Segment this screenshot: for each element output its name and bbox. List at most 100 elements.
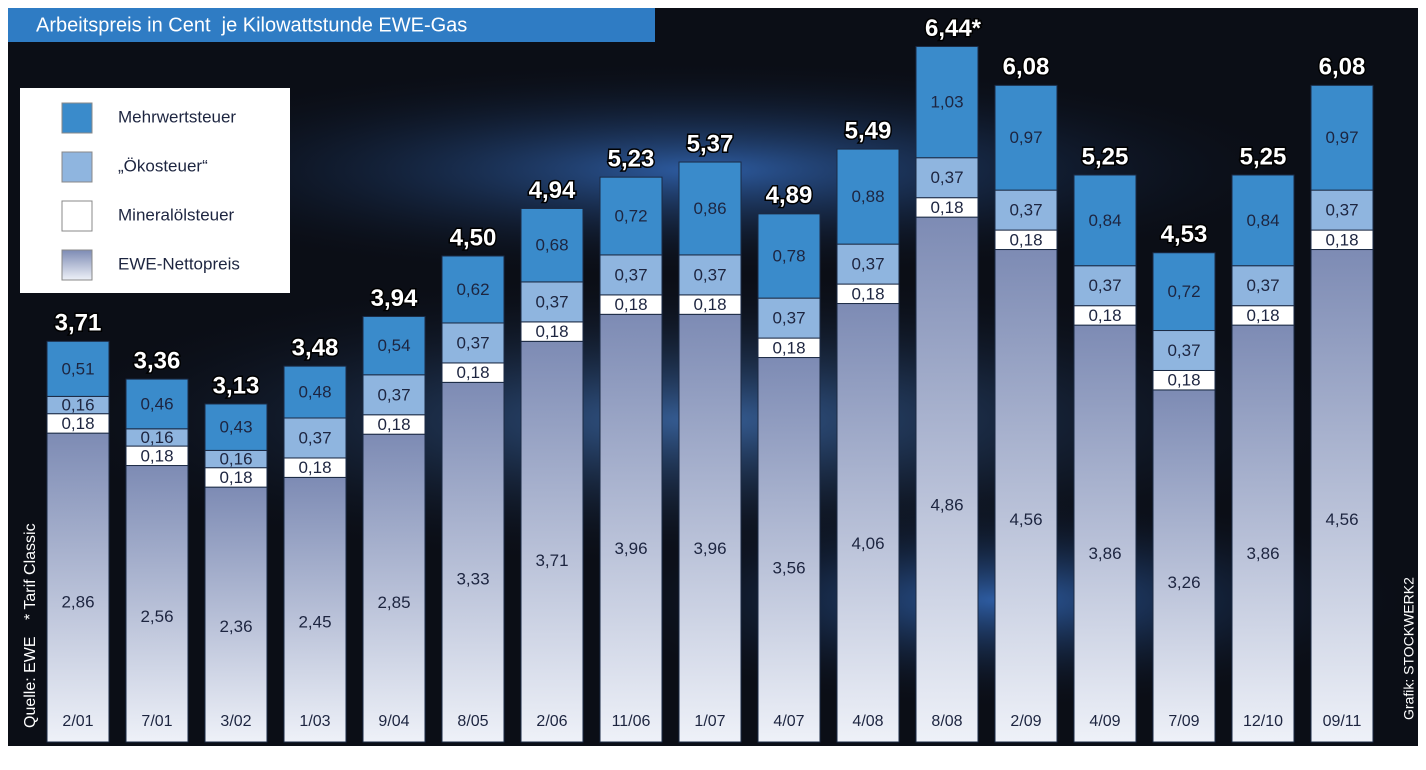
bar-segment [521, 341, 583, 742]
total-label: 5,25 [1240, 143, 1287, 170]
x-tick-label: 11/06 [612, 713, 651, 730]
value-label: 0,54 [377, 336, 410, 355]
value-label: 3,96 [614, 539, 647, 558]
x-tick-label: 09/11 [1323, 713, 1362, 730]
bar-segment [758, 358, 820, 742]
note: * Tarif Classic [22, 523, 39, 620]
legend-label: Mineralölsteuer [118, 205, 235, 224]
total-label: 6,44* [925, 15, 982, 42]
bar-segment [363, 434, 425, 742]
value-label: 0,84 [1246, 211, 1279, 230]
total-label: 3,94 [371, 285, 418, 312]
value-label: 0,37 [377, 385, 410, 404]
bar-segment [442, 382, 504, 742]
value-label: 0,18 [851, 284, 884, 303]
legend-label: EWE-Nettopreis [118, 254, 240, 273]
legend-swatch [62, 103, 92, 133]
value-label: 0,18 [1088, 306, 1121, 325]
value-label: 0,46 [140, 394, 173, 413]
x-tick-label: 2/06 [536, 713, 567, 730]
value-label: 0,37 [851, 255, 884, 274]
total-label: 4,94 [529, 177, 576, 204]
bar-segment [1074, 325, 1136, 742]
value-label: 0,18 [61, 414, 94, 433]
bar-segment [837, 304, 899, 742]
value-label: 4,56 [1325, 510, 1358, 529]
value-label: 1,03 [930, 93, 963, 112]
value-label: 0,16 [219, 450, 252, 469]
bar-segment [1153, 390, 1215, 742]
value-label: 0,18 [377, 415, 410, 434]
value-label: 0,16 [140, 428, 173, 447]
value-label: 0,18 [140, 446, 173, 465]
total-label: 5,37 [687, 130, 734, 157]
value-label: 0,18 [1167, 371, 1200, 390]
bar-segment [600, 314, 662, 742]
value-label: 3,86 [1246, 544, 1279, 563]
value-label: 0,37 [614, 265, 647, 284]
x-tick-label: 8/05 [457, 713, 488, 730]
value-label: 2,45 [298, 612, 331, 631]
x-tick-label: 4/07 [773, 713, 804, 730]
total-label: 6,08 [1003, 54, 1050, 81]
x-tick-label: 1/03 [299, 713, 330, 730]
value-label: 0,72 [614, 207, 647, 226]
source: Quelle: EWE [22, 636, 39, 728]
bar-segment [1311, 250, 1373, 742]
value-label: 0,37 [1009, 201, 1042, 220]
value-label: 0,78 [772, 246, 805, 265]
x-tick-label: 2/01 [62, 713, 93, 730]
total-label: 4,89 [766, 182, 813, 209]
value-label: 0,37 [930, 168, 963, 187]
x-tick-label: 4/08 [852, 713, 883, 730]
bar-segment [1232, 325, 1294, 742]
x-tick-label: 12/10 [1243, 713, 1283, 730]
value-label: 0,18 [456, 363, 489, 382]
value-label: 0,37 [1325, 201, 1358, 220]
value-label: 3,26 [1167, 573, 1200, 592]
value-label: 0,72 [1167, 282, 1200, 301]
total-label: 4,53 [1161, 221, 1208, 248]
total-label: 5,23 [608, 146, 655, 173]
value-label: 0,37 [1088, 276, 1121, 295]
chart-title: Arbeitspreis in Cent je Kilowattstunde E… [36, 14, 467, 36]
value-label: 0,18 [1246, 306, 1279, 325]
x-tick-label: 4/09 [1089, 713, 1120, 730]
credit: Grafik: STOCKWERK2 [1401, 577, 1417, 720]
x-tick-label: 8/08 [931, 713, 962, 730]
value-label: 0,43 [219, 418, 252, 437]
value-label: 0,18 [535, 322, 568, 341]
value-label: 0,37 [772, 309, 805, 328]
value-label: 3,71 [535, 551, 568, 570]
value-label: 0,86 [693, 199, 726, 218]
value-label: 3,33 [456, 570, 489, 589]
value-label: 0,18 [219, 468, 252, 487]
x-tick-label: 2/09 [1010, 713, 1041, 730]
value-label: 0,37 [693, 265, 726, 284]
x-tick-label: 9/04 [378, 713, 409, 730]
total-label: 3,13 [213, 372, 260, 399]
value-label: 0,37 [1246, 276, 1279, 295]
value-label: 0,18 [1009, 230, 1042, 249]
total-label: 3,48 [292, 335, 339, 362]
value-label: 0,97 [1325, 128, 1358, 147]
value-label: 3,56 [772, 558, 805, 577]
total-label: 3,36 [134, 347, 181, 374]
value-label: 3,86 [1088, 544, 1121, 563]
legend-label: „Ökosteuer“ [118, 156, 208, 175]
total-label: 6,08 [1319, 54, 1366, 81]
value-label: 0,18 [298, 458, 331, 477]
value-label: 0,18 [772, 338, 805, 357]
value-label: 0,84 [1088, 211, 1121, 230]
value-label: 2,86 [61, 592, 94, 611]
total-label: 3,71 [55, 310, 102, 337]
bar-segment [126, 466, 188, 742]
total-label: 4,50 [450, 224, 497, 251]
x-tick-label: 7/09 [1168, 713, 1199, 730]
x-tick-label: 7/01 [141, 713, 172, 730]
bar-segment [916, 217, 978, 742]
value-label: 0,37 [298, 428, 331, 447]
bar-segment [205, 487, 267, 742]
legend-label: Mehrwertsteuer [118, 107, 236, 126]
value-label: 0,16 [61, 396, 94, 415]
